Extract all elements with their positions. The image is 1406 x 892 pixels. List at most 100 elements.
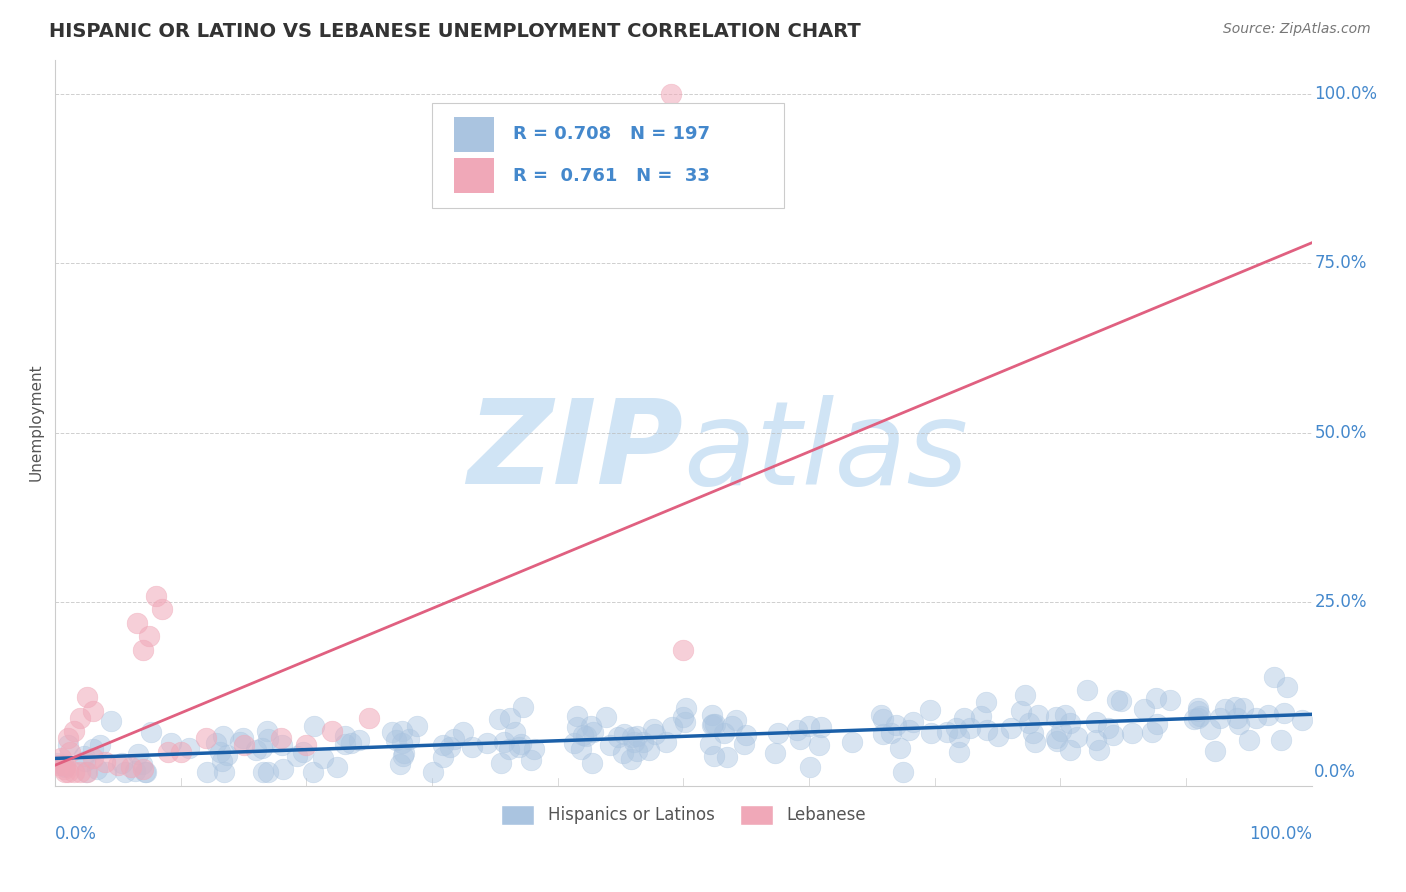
Point: [391, 749, 413, 764]
Point: [659, 87, 682, 101]
Point: [841, 735, 863, 749]
Text: 75.0%: 75.0%: [1315, 254, 1367, 272]
Point: [59, 745, 82, 759]
Point: [111, 756, 134, 771]
Text: ZIP: ZIP: [467, 394, 683, 509]
Point: [208, 745, 231, 759]
Point: [1237, 733, 1260, 747]
Point: [976, 695, 998, 709]
Point: [292, 745, 315, 759]
Point: [145, 589, 167, 603]
Point: [807, 738, 830, 752]
Point: [872, 712, 894, 726]
Point: [987, 729, 1010, 743]
Point: [69, 764, 91, 779]
Point: [626, 744, 648, 758]
Point: [763, 747, 786, 761]
Point: [1227, 717, 1250, 731]
Point: [1208, 711, 1230, 725]
Point: [509, 737, 531, 751]
Point: [1085, 714, 1108, 729]
Point: [799, 760, 821, 774]
Point: [1132, 702, 1154, 716]
Point: [661, 720, 683, 734]
Point: [1257, 708, 1279, 723]
Point: [46, 756, 69, 771]
Point: [512, 700, 534, 714]
Text: 0.0%: 0.0%: [1315, 763, 1357, 781]
Point: [73, 749, 96, 764]
Point: [575, 730, 598, 744]
Point: [716, 749, 738, 764]
Point: [460, 740, 482, 755]
Point: [326, 760, 349, 774]
Point: [82, 704, 104, 718]
Point: [581, 725, 603, 739]
Point: [1232, 701, 1254, 715]
Point: [519, 753, 541, 767]
Point: [150, 602, 173, 616]
Point: [508, 739, 530, 754]
Point: [134, 764, 156, 779]
Point: [703, 716, 725, 731]
Point: [89, 738, 111, 752]
Point: [976, 723, 998, 737]
Point: [211, 729, 233, 743]
Point: [391, 723, 413, 738]
Point: [565, 720, 588, 734]
Point: [631, 735, 654, 749]
Point: [214, 764, 236, 779]
Point: [304, 719, 326, 733]
Point: [1026, 707, 1049, 722]
Point: [51, 751, 73, 765]
Point: [339, 736, 361, 750]
Point: [1045, 731, 1067, 745]
Point: [124, 764, 146, 778]
Point: [673, 714, 696, 729]
Y-axis label: Unemployment: Unemployment: [30, 364, 44, 482]
Point: [205, 736, 228, 750]
Point: [232, 731, 254, 745]
Point: [948, 730, 970, 744]
Point: [1097, 722, 1119, 736]
FancyBboxPatch shape: [454, 117, 494, 152]
Point: [700, 718, 723, 732]
Point: [623, 735, 645, 749]
Point: [703, 748, 725, 763]
Point: [388, 756, 411, 771]
Point: [1107, 693, 1129, 707]
Point: [948, 745, 970, 759]
Point: [1059, 742, 1081, 756]
Point: [1121, 726, 1143, 740]
Point: [579, 719, 602, 733]
Point: [1198, 723, 1220, 737]
Point: [53, 758, 76, 772]
Point: [120, 759, 142, 773]
Point: [125, 615, 148, 630]
Point: [250, 741, 273, 756]
Point: [1059, 715, 1081, 730]
Point: [498, 741, 520, 756]
Point: [56, 764, 79, 779]
Point: [569, 741, 592, 756]
Point: [1050, 723, 1073, 738]
Point: [797, 719, 820, 733]
Point: [880, 725, 903, 739]
Point: [211, 755, 233, 769]
Point: [333, 729, 356, 743]
Point: [406, 719, 429, 733]
Point: [217, 748, 239, 763]
Point: [1182, 713, 1205, 727]
Point: [1187, 704, 1209, 718]
Text: Source: ZipAtlas.com: Source: ZipAtlas.com: [1223, 22, 1371, 37]
Point: [439, 740, 461, 755]
Point: [654, 735, 676, 749]
Point: [1270, 733, 1292, 747]
Point: [920, 726, 942, 740]
Point: [562, 736, 585, 750]
Point: [870, 708, 893, 723]
Point: [256, 724, 278, 739]
Point: [48, 758, 70, 772]
Point: [612, 746, 634, 760]
Point: [160, 736, 183, 750]
